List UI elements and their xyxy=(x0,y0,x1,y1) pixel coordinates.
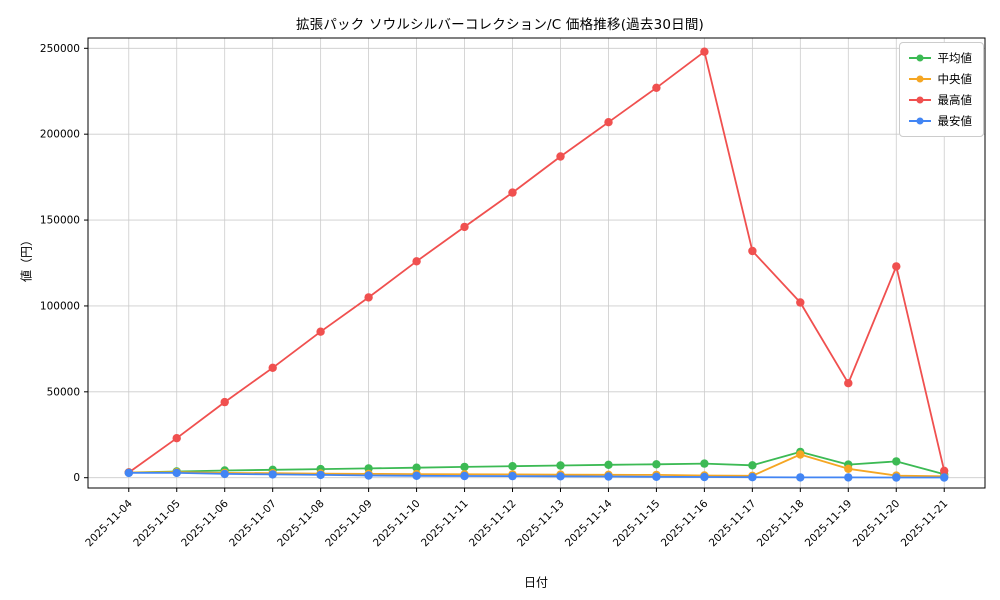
average-point xyxy=(652,460,661,469)
lowest-point xyxy=(892,473,901,482)
x-tick-label: 2025-11-06 xyxy=(179,497,231,549)
legend-item-lowest: 最安値 xyxy=(908,113,973,129)
lowest-point xyxy=(700,472,709,482)
y-tick-label: 200000 xyxy=(40,129,80,141)
highest-point xyxy=(796,298,805,307)
average-marker-icon xyxy=(916,54,923,62)
highest-marker-icon xyxy=(916,96,923,104)
highest-point xyxy=(604,118,613,127)
lowest-point xyxy=(172,468,181,478)
x-tick-label: 2025-11-18 xyxy=(755,498,807,550)
x-tick-label: 2025-11-21 xyxy=(899,498,951,550)
lowest-point xyxy=(796,473,805,482)
average-point xyxy=(892,457,901,466)
highest-point xyxy=(172,434,181,443)
average-point xyxy=(748,461,757,470)
plot-frame xyxy=(87,37,986,489)
lowest-point xyxy=(220,469,229,479)
average-point xyxy=(460,462,469,472)
x-tick-label: 2025-11-04 xyxy=(83,497,135,549)
x-tick-label: 2025-11-19 xyxy=(803,498,855,550)
average-line xyxy=(127,450,946,476)
legend-label-lowest: 最安値 xyxy=(937,114,973,128)
highest-point xyxy=(268,363,277,372)
average-point xyxy=(604,460,613,469)
highest-point xyxy=(940,466,949,475)
x-tick-label: 2025-11-10 xyxy=(371,498,423,550)
x-tick-label: 2025-11-12 xyxy=(467,498,519,550)
y-tick-label: 0 xyxy=(73,472,80,484)
legend-item-highest: 最高値 xyxy=(908,92,973,108)
y-tick-label: 250000 xyxy=(40,43,80,55)
lowest-point xyxy=(124,468,133,478)
legend: 平均値 中央値 最高値 最安値 xyxy=(898,42,984,137)
highest-point xyxy=(316,327,325,336)
x-tick-label: 2025-11-14 xyxy=(563,497,615,549)
median-point xyxy=(796,450,805,459)
highest-point xyxy=(412,257,421,266)
median-line xyxy=(127,453,946,478)
y-tick-label: 150000 xyxy=(40,215,80,227)
average-point xyxy=(412,463,421,472)
lowest-point xyxy=(268,470,277,479)
x-tick-label: 2025-11-20 xyxy=(851,498,903,550)
x-tick-label: 2025-11-07 xyxy=(227,498,279,550)
lowest-point xyxy=(316,470,325,480)
lowest-point xyxy=(844,473,853,482)
highest-point xyxy=(652,83,661,93)
y-tick-label: 100000 xyxy=(40,300,80,312)
lowest-point xyxy=(556,472,565,481)
lowest-point xyxy=(748,473,757,482)
lowest-point xyxy=(652,472,661,481)
lowest-point xyxy=(940,473,949,482)
legend-label-average: 平均値 xyxy=(937,51,973,65)
highest-point xyxy=(460,222,469,232)
x-tick-label: 2025-11-09 xyxy=(323,498,375,550)
x-tick-label: 2025-11-11 xyxy=(419,498,471,550)
highest-point xyxy=(748,246,757,256)
y-tick-label: 50000 xyxy=(47,386,80,398)
highest-point xyxy=(220,397,229,407)
lowest-point xyxy=(508,471,517,481)
highest-series-swatch xyxy=(908,96,931,104)
lowest-line xyxy=(127,471,946,479)
chart-title: 拡張パック ソウルシルバーコレクション/C 価格推移(過去30日間) xyxy=(295,17,705,33)
lowest-series-swatch xyxy=(908,117,931,125)
x-axis-label: 日付 xyxy=(523,575,549,590)
legend-item-median: 中央値 xyxy=(908,71,973,87)
highest-point xyxy=(844,379,853,388)
x-tick-label: 2025-11-16 xyxy=(659,497,711,549)
lowest-point xyxy=(364,471,373,480)
lowest-point xyxy=(460,471,469,481)
average-series-swatch xyxy=(908,54,931,62)
x-tick-label: 2025-11-05 xyxy=(131,498,183,550)
legend-item-average: 平均値 xyxy=(908,50,973,66)
x-tick-label: 2025-11-08 xyxy=(275,498,327,550)
highest-point xyxy=(364,293,373,302)
x-tick-label: 2025-11-17 xyxy=(707,498,759,550)
highest-point xyxy=(556,152,565,161)
median-series-swatch xyxy=(908,75,931,83)
average-point xyxy=(700,459,709,468)
x-tick-label: 2025-11-15 xyxy=(611,498,663,550)
lowest-point xyxy=(412,471,421,480)
legend-label-median: 中央値 xyxy=(937,72,973,86)
highest-point xyxy=(700,47,709,56)
average-point xyxy=(556,461,565,470)
legend-label-highest: 最高値 xyxy=(937,93,973,107)
highest-line xyxy=(127,50,946,474)
highest-point xyxy=(892,262,901,271)
highest-point xyxy=(508,188,517,197)
average-point xyxy=(508,462,517,471)
median-marker-icon xyxy=(916,75,923,83)
y-axis-label: 値（円） xyxy=(19,233,34,283)
median-point xyxy=(844,464,853,473)
x-tick-label: 2025-11-13 xyxy=(515,498,567,550)
lowest-point xyxy=(604,472,613,481)
lowest-marker-icon xyxy=(916,117,923,125)
